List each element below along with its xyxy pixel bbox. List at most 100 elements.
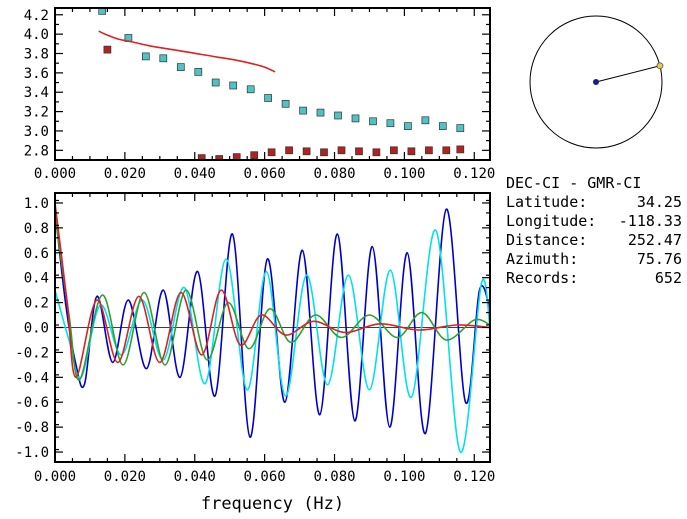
x-tick-label: 0.100 (383, 166, 425, 182)
records-label: Records: (506, 269, 579, 287)
y-tick-label: 4.2 (24, 8, 49, 24)
info-row-latitude: Latitude: 34.25 (506, 193, 682, 212)
info-row-records: Records: 652 (506, 269, 682, 288)
group-velocity-darkred-squares-point[interactable] (337, 146, 346, 155)
group-velocity-darkred-squares-point[interactable] (442, 146, 451, 155)
station-pair-info: DEC-CI - GMR-CI Latitude: 34.25 Longitud… (506, 174, 682, 288)
phase-velocity-cyan-squares-point[interactable] (281, 99, 290, 108)
y-tick-label: 3.4 (24, 85, 49, 101)
x-tick-label: 0.100 (383, 469, 425, 485)
group-velocity-darkred-squares-point[interactable] (372, 148, 381, 157)
group-velocity-darkred-squares-point[interactable] (425, 146, 433, 155)
azimuth-line (595, 65, 661, 83)
phase-velocity-cyan-squares-point[interactable] (369, 117, 377, 126)
phase-velocity-cyan-squares-point[interactable] (334, 111, 342, 120)
y-tick-label: 3.8 (24, 47, 49, 63)
phase-velocity-cyan-squares-point[interactable] (421, 116, 430, 125)
phase-velocity-cyan-squares-point[interactable] (316, 108, 325, 117)
dispersion-velocity-plot[interactable]: 0.000 0.020 0.040 0.060 0.080 0.100 0.120 2.8 3.… (0, 0, 500, 185)
info-row-distance: Distance: 252.47 (506, 231, 682, 250)
group-velocity-darkred-squares-point[interactable] (456, 145, 465, 154)
phase-velocity-cyan-squares-point[interactable] (386, 119, 395, 128)
azimuth-value: 75.76 (636, 250, 682, 268)
group-velocity-darkred-squares-point[interactable] (197, 154, 206, 162)
y-tick-label: -0.8 (15, 420, 49, 436)
x-tick-label: 0.080 (313, 166, 355, 182)
y-tick-label: 0.2 (24, 296, 49, 312)
group-velocity-darkred-squares-point[interactable] (320, 148, 328, 157)
x-tick-label: 0.040 (174, 166, 216, 182)
phase-velocity-cyan-squares-point[interactable] (438, 122, 447, 130)
phase-velocity-cyan-squares-point[interactable] (159, 54, 168, 63)
group-velocity-darkred-squares-point[interactable] (103, 45, 112, 54)
phase-velocity-cyan-squares-point[interactable] (229, 81, 238, 90)
records-value: 652 (654, 269, 682, 287)
phase-velocity-cyan-squares-point[interactable] (299, 106, 307, 115)
phase-velocity-cyan-squares-point[interactable] (404, 122, 412, 130)
group-velocity-darkred-squares-point[interactable] (267, 148, 276, 157)
y-tick-label: 0.4 (24, 271, 49, 287)
longitude-label: Longitude: (506, 212, 597, 230)
phase-velocity-cyan-squares-point[interactable] (351, 114, 360, 123)
group-velocity-darkred-squares-point[interactable] (285, 146, 293, 155)
y-tick-label: 2.8 (24, 143, 49, 159)
y-tick-label: 3.2 (24, 105, 49, 121)
x-tick-label: 0.000 (34, 166, 76, 182)
reference-dispersion-red-line (98, 30, 276, 73)
group-velocity-darkred-squares-point[interactable] (390, 146, 398, 155)
y-tick-label: -0.4 (15, 370, 49, 386)
distance-value: 252.47 (627, 231, 682, 249)
azimuth-dial (529, 15, 664, 149)
info-row-longitude: Longitude: -118.33 (506, 212, 682, 231)
group-velocity-darkred-squares-point[interactable] (355, 147, 363, 156)
phase-velocity-cyan-squares-point[interactable] (176, 63, 185, 71)
x-tick-label: 0.020 (104, 166, 146, 182)
correlation-red-curve (55, 202, 490, 379)
distance-label: Distance: (506, 231, 588, 249)
azimuth-label: Azimuth: (506, 250, 579, 268)
correlation-green-curve (55, 215, 490, 381)
correlation-blue-curve (55, 208, 490, 438)
y-tick-label: 0.0 (24, 321, 49, 337)
x-tick-label: 0.060 (244, 469, 286, 485)
plot-frame (54, 192, 491, 463)
phase-velocity-cyan-squares-point[interactable] (456, 124, 465, 132)
info-row-azimuth: Azimuth: 75.76 (506, 250, 682, 269)
y-tick-label: 4.0 (24, 27, 49, 43)
x-tick-label: 0.020 (104, 469, 146, 485)
y-tick-label: -0.6 (15, 395, 49, 411)
x-axis-title: frequency (Hz) (201, 494, 344, 514)
y-tick-label: 0.8 (24, 221, 49, 237)
phase-velocity-cyan-squares-point[interactable] (194, 68, 203, 76)
station-pair-panel: DEC-CI - GMR-CI Latitude: 34.25 Longitud… (500, 0, 687, 519)
station-pair-title: DEC-CI - GMR-CI (506, 174, 642, 192)
group-velocity-darkred-squares-point[interactable] (302, 147, 311, 156)
y-tick-label: -0.2 (15, 345, 49, 361)
phase-velocity-cyan-squares-point[interactable] (246, 85, 255, 94)
x-tick-label: 0.060 (244, 166, 286, 182)
x-tick-label: 0.080 (313, 469, 355, 485)
x-tick-label: 0.120 (453, 166, 495, 182)
phase-velocity-cyan-squares-point[interactable] (264, 94, 272, 102)
correlation-cyan-curve (55, 229, 490, 453)
y-tick-label: -1.0 (15, 445, 49, 461)
station-marker-icon (656, 62, 664, 70)
correlation-spectrum-plot[interactable]: 0.000 0.020 0.040 0.060 0.080 0.100 0.120 -1.0 -… (0, 185, 500, 519)
y-tick-label: 3.0 (24, 124, 49, 140)
phase-velocity-cyan-squares-point[interactable] (141, 52, 150, 61)
phase-velocity-cyan-squares-point[interactable] (211, 78, 220, 87)
group-velocity-darkred-squares-point[interactable] (232, 153, 241, 161)
y-tick-label: 1.0 (24, 196, 49, 212)
dial-circle (529, 15, 663, 149)
latitude-value: 34.25 (636, 193, 682, 211)
latitude-label: Latitude: (506, 193, 588, 211)
group-velocity-darkred-squares-point[interactable] (250, 151, 259, 160)
phase-velocity-cyan-squares-point[interactable] (98, 7, 107, 15)
x-tick-label: 0.040 (174, 469, 216, 485)
longitude-value: -118.33 (618, 212, 682, 230)
group-velocity-darkred-squares-point[interactable] (407, 147, 416, 156)
plot-frame (54, 7, 491, 161)
dial-center-dot (593, 79, 599, 85)
x-tick-label: 0.120 (453, 469, 495, 485)
